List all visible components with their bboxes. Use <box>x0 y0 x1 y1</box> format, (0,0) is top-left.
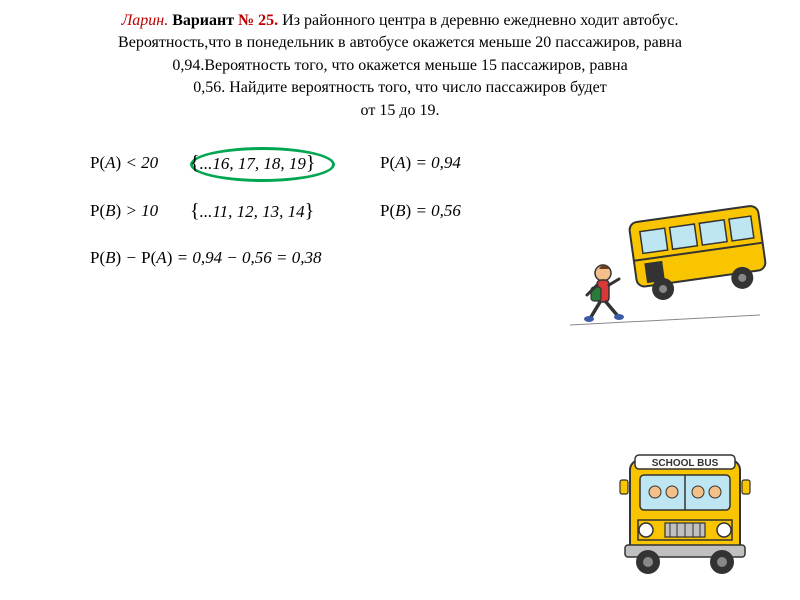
math-set-1: {...16, 17, 18, 19} <box>190 152 360 175</box>
problem-line-2: Вероятность,что в понедельник в автобусе… <box>118 34 682 73</box>
math-lhs-2: P(B) > 10 <box>90 201 190 221</box>
variant-number: 25. <box>258 12 278 29</box>
variant-symbol: № <box>238 12 254 29</box>
math-line-1: P(A) < 20 {...16, 17, 18, 19} P(A) = 0,9… <box>90 152 800 175</box>
variant-label: Вариант <box>172 12 234 29</box>
math-rhs-1: P(A) = 0,94 <box>380 153 461 173</box>
problem-line-3: 0,56. Найдите вероятность того, что числ… <box>193 79 607 96</box>
problem-line-4: от 15 до 19. <box>361 102 440 119</box>
source-label: Ларин. <box>121 12 168 29</box>
bus-chase-illustration <box>550 195 770 335</box>
svg-text:SCHOOL BUS: SCHOOL BUS <box>652 458 719 469</box>
math-rhs-2: P(B) = 0,56 <box>380 201 461 221</box>
school-bus-front-illustration: SCHOOL BUS <box>610 450 760 580</box>
math-lhs-1: P(A) < 20 <box>90 153 190 173</box>
math-result: P(B) − P(A) = 0,94 − 0,56 = 0,38 <box>90 248 322 268</box>
math-set-2: {...11, 12, 13, 14} <box>190 200 360 223</box>
problem-text-block: Ларин. Вариант № 25. Из районного центра… <box>0 0 800 122</box>
problem-line-1: Из районного центра в деревню ежедневно … <box>282 12 678 29</box>
